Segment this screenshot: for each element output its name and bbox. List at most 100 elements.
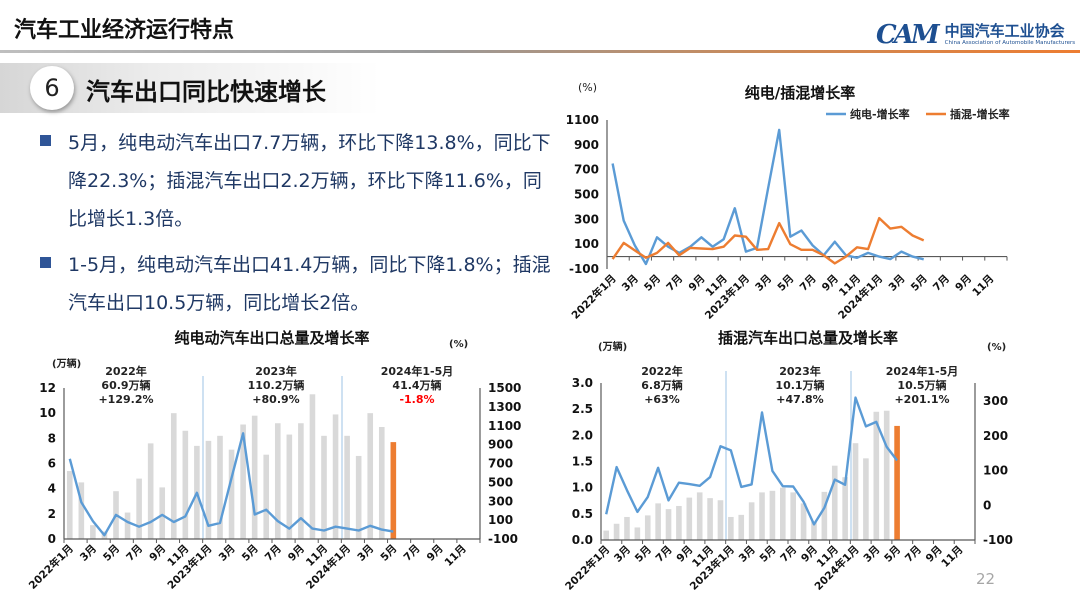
y2-tick-label: 100 <box>488 513 513 527</box>
x-tick-label: 3月 <box>861 544 882 565</box>
bar <box>686 497 693 540</box>
bar-highlight <box>894 425 900 540</box>
legend-phev-label: 插混-增长率 <box>950 107 1010 121</box>
logo-chinese-name: 中国汽车工业协会 <box>944 22 1065 40</box>
annotation-growth: +47.8% <box>776 393 823 406</box>
y-tick-label: 2 <box>48 507 56 521</box>
x-tick-label: 2022年1月 <box>569 272 619 322</box>
bar <box>332 414 339 539</box>
x-tick-label: 3月 <box>753 273 774 294</box>
x-tick-label: 5月 <box>240 543 261 564</box>
page-number: 22 <box>976 570 996 588</box>
y-tick-label: 8 <box>48 431 56 445</box>
bar <box>66 471 73 539</box>
bar <box>240 424 246 539</box>
x-tick-label: 5月 <box>882 544 903 565</box>
y2-tick-label: 900 <box>488 438 513 452</box>
x-tick-label: 7月 <box>778 544 799 565</box>
bar <box>78 482 85 539</box>
bar <box>298 423 304 539</box>
bar <box>852 443 859 540</box>
y2-tick-label: 700 <box>488 457 513 471</box>
bar <box>842 477 848 540</box>
bar <box>655 503 661 540</box>
y-tick-label: 0 <box>48 532 56 546</box>
bar <box>367 413 374 539</box>
section-title: 汽车出口同比快速增长 <box>86 78 326 106</box>
slide-header-title: 汽车工业经济运行特点 <box>14 18 235 43</box>
x-tick-label: 11月 <box>970 273 996 299</box>
bullet-square-icon <box>40 257 51 268</box>
x-tick-label: 7月 <box>401 543 422 564</box>
bev-plot: 0 2 4 6 8 10 12 -100 100 300 500 700 900 1100 1300 1500… <box>26 376 521 592</box>
y2-tick-label: 100 <box>983 464 1008 478</box>
growth-chart-title: 纯电/插混增长率 <box>745 84 855 102</box>
annotation-year: 2023年 <box>779 364 821 378</box>
y-tick-label: 0.5 <box>572 507 593 521</box>
x-tick-label: 7月 <box>263 543 284 564</box>
y2-tick-label: 1100 <box>488 419 521 433</box>
bar <box>728 516 734 540</box>
y2-tick-label: 0 <box>983 498 991 512</box>
caam-logo-icon: CAM <box>876 20 940 50</box>
x-tick-label: 7月 <box>654 544 675 565</box>
growth-line <box>605 396 899 526</box>
bar <box>748 502 755 540</box>
y-tick-label: 100 <box>574 237 599 251</box>
annotation-growth: +129.2% <box>98 393 153 406</box>
annotation-total: 10.1万辆 <box>775 378 824 392</box>
x-tick-label: 3月 <box>355 543 376 564</box>
x-tick-label: 3月 <box>217 543 238 564</box>
bullet-item: 5月，纯电动汽车出口7.7万辆，环比下降13.8%，同比下降22.3%；插混汽车… <box>40 124 560 238</box>
bar <box>136 478 142 539</box>
y2-tick-label: 1300 <box>488 400 521 414</box>
y2-tick-label: 300 <box>488 494 513 508</box>
bar <box>821 491 828 540</box>
y-tick-label: 12 <box>39 381 56 395</box>
bar <box>790 492 796 540</box>
annotation-year: 2024年1-5月 <box>886 364 959 378</box>
series-line <box>611 128 924 266</box>
phev-annotations: 2022年 6.8万辆 +63% 2023年 10.1万辆 +47.8% 202… <box>641 364 958 406</box>
bar <box>873 411 880 540</box>
x-tick-label: 5月 <box>909 273 930 294</box>
y2-tick-label: 300 <box>983 394 1008 408</box>
x-tick-label: 11月 <box>443 543 469 569</box>
bar <box>759 492 765 540</box>
x-tick-label: 5月 <box>642 273 663 294</box>
y2-tick-label: 200 <box>983 429 1008 443</box>
bev-chart-title: 纯电动汽车出口总量及增长率 <box>174 329 369 347</box>
bar <box>147 443 154 539</box>
logo-english-name: China Association of Automobile Manufact… <box>944 40 1076 46</box>
annotation-year: 2022年 <box>105 364 147 378</box>
bar <box>738 514 745 540</box>
x-tick-label: 5月 <box>633 544 654 565</box>
caam-logo: CAM 中国汽车工业协会 China Association of Automo… <box>876 20 1075 50</box>
bar <box>344 435 350 539</box>
bev-annotations: 2022年 60.9万辆 +129.2% 2023年 110.2万辆 +80.9… <box>98 364 453 406</box>
y-tick-label: 1.0 <box>572 481 593 495</box>
annotation-growth: +201.1% <box>894 393 949 406</box>
y-tick-label: 2.0 <box>572 428 593 442</box>
bar <box>780 487 786 540</box>
bar <box>883 410 890 540</box>
bar <box>124 512 131 539</box>
bullet-text: 5月，纯电动汽车出口7.7万辆，环比下降13.8%，同比下降22.3%；插混汽车… <box>68 132 551 230</box>
bar <box>274 423 281 539</box>
y2-tick-label: 1500 <box>488 381 521 395</box>
y2-tick-label: -100 <box>983 533 1013 547</box>
x-tick-label: 2022年1月 <box>562 543 612 593</box>
x-tick-label: 2022年1月 <box>26 542 76 592</box>
annotation-growth: +80.9% <box>252 393 299 406</box>
bar <box>378 427 385 539</box>
bar <box>603 530 609 540</box>
bar <box>205 440 212 539</box>
annotation-growth: +63% <box>644 393 680 406</box>
growth-chart-ylabel: (%) <box>578 81 597 94</box>
x-tick-label: 7月 <box>903 544 924 565</box>
annotation-total: 60.9万辆 <box>101 378 150 392</box>
y-tick-label: 10 <box>39 406 56 420</box>
bar <box>251 415 258 539</box>
